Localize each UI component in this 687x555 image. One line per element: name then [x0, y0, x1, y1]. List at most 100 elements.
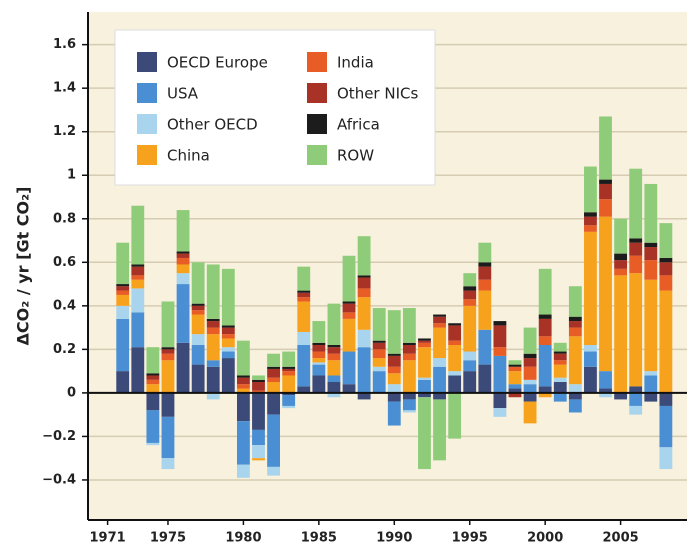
legend-swatch	[307, 145, 327, 165]
bar-segment	[493, 347, 507, 356]
bar-segment	[478, 266, 492, 280]
bar-segment	[191, 262, 205, 304]
bar-segment	[614, 392, 628, 400]
bar-segment	[282, 405, 296, 409]
bar-segment	[312, 358, 326, 363]
bar-segment	[659, 290, 673, 393]
bar-segment	[176, 273, 190, 285]
bar-segment	[644, 392, 658, 402]
bar-segment	[372, 340, 386, 343]
bar-segment	[568, 392, 582, 400]
bar-segment	[372, 371, 386, 393]
bar-segment	[629, 273, 643, 387]
bar-segment	[297, 292, 311, 298]
bar-segment	[402, 360, 416, 393]
bar-segment	[312, 351, 326, 359]
bar-segment	[146, 384, 160, 393]
bar-segment	[357, 236, 371, 276]
bar-segment	[327, 382, 341, 393]
bar-segment	[267, 366, 280, 369]
bar-segment	[463, 299, 477, 306]
bar-segment	[267, 368, 280, 378]
bar-segment	[448, 375, 462, 393]
bar-segment	[206, 321, 220, 328]
bar-segment	[402, 410, 416, 413]
bar-segment	[191, 310, 205, 315]
bar-segment	[478, 279, 492, 291]
bar-segment	[614, 218, 628, 254]
bar-segment	[282, 392, 296, 396]
bar-segment	[327, 353, 341, 361]
bar-segment	[206, 334, 220, 361]
bar-segment	[252, 382, 265, 391]
bar-segment	[418, 338, 431, 341]
bar-segment	[644, 247, 658, 261]
bar-segment	[236, 384, 250, 389]
bar-segment	[206, 392, 220, 400]
bar-segment	[116, 290, 130, 295]
bar-segment	[282, 368, 296, 372]
bar-segment	[146, 410, 160, 443]
bar-segment	[387, 353, 401, 356]
bar-segment	[614, 268, 628, 276]
x-tick-label: 1971	[90, 531, 126, 546]
bar-segment	[568, 321, 582, 328]
bar-segment	[508, 388, 522, 393]
bar-segment	[221, 327, 235, 335]
bar-segment	[327, 347, 341, 354]
bar-segment	[387, 392, 401, 402]
bar-segment	[221, 351, 235, 359]
bar-segment	[463, 371, 477, 393]
bar-segment	[659, 392, 673, 406]
bar-segment	[463, 286, 477, 291]
bar-segment	[176, 210, 190, 252]
bar-segment	[312, 342, 326, 346]
bar-segment	[191, 305, 205, 311]
legend-box	[114, 29, 436, 186]
bar-segment	[191, 364, 205, 393]
bar-segment	[221, 338, 235, 348]
bar-segment	[387, 355, 401, 367]
bar-segment	[267, 377, 280, 383]
bar-segment	[659, 257, 673, 263]
bar-segment	[433, 358, 446, 367]
bar-segment	[538, 392, 552, 398]
bar-segment	[327, 375, 341, 383]
bar-segment	[629, 386, 643, 393]
bar-segment	[659, 275, 673, 291]
y-tick-label: 0	[67, 385, 76, 400]
bar-segment	[553, 342, 567, 352]
bar-segment	[206, 327, 220, 335]
bar-segment	[221, 268, 235, 326]
legend-swatch	[137, 83, 157, 103]
bar-segment	[131, 275, 145, 280]
bar-segment	[538, 345, 552, 387]
bar-segment	[584, 216, 597, 226]
bar-segment	[372, 366, 386, 372]
bar-segment	[553, 377, 567, 383]
y-tick-label: −0.4	[42, 472, 76, 487]
bar-segment	[146, 347, 160, 374]
bar-segment	[538, 268, 552, 315]
bar-segment	[297, 386, 311, 393]
y-tick-label: 1	[67, 168, 76, 183]
bar-segment	[599, 179, 612, 184]
legend-label: Other NICs	[337, 85, 418, 103]
bar-segment	[131, 266, 145, 276]
bar-segment	[418, 379, 431, 393]
bar-segment	[357, 297, 371, 330]
bar-segment	[568, 316, 582, 322]
x-tick-label: 1995	[452, 531, 488, 546]
legend-swatch	[307, 52, 327, 72]
bar-segment	[448, 371, 462, 376]
bar-segment	[448, 325, 462, 341]
bar-segment	[568, 286, 582, 317]
bar-segment	[236, 421, 250, 465]
bar-segment	[387, 310, 401, 354]
bar-segment	[116, 305, 130, 319]
bar-segment	[599, 388, 612, 393]
bar-segment	[463, 273, 477, 287]
bar-segment	[538, 314, 552, 319]
bar-segment	[433, 366, 446, 393]
x-tick-label: 2000	[527, 531, 563, 546]
